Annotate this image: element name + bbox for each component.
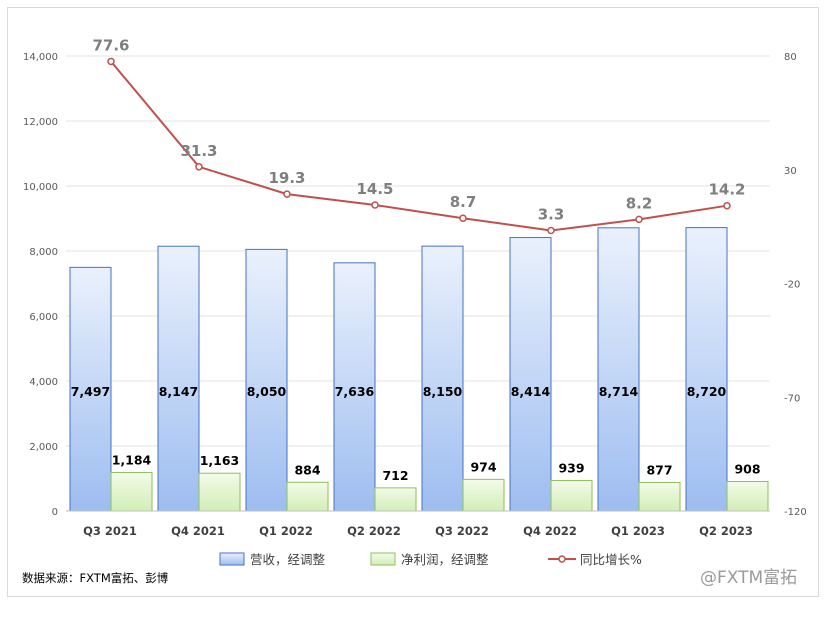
yoy-series-line <box>110 60 728 232</box>
y-left-tick-label: 12,000 <box>23 117 58 128</box>
revenue-data-label: 8,714 <box>599 384 639 399</box>
net-profit-bar <box>550 479 593 512</box>
yoy-point <box>195 163 203 171</box>
revenue-bar <box>245 248 288 512</box>
legend-swatch-revenue <box>219 552 245 566</box>
bars <box>69 227 769 512</box>
yoy-point <box>371 201 379 209</box>
data-source-note: 数据来源：FXTM富拓、彭博 <box>22 571 169 585</box>
net-profit-bar <box>374 487 417 512</box>
yoy-data-label: 19.3 <box>268 169 305 187</box>
y-right-tick-label: 30 <box>784 166 797 177</box>
revenue-bar <box>421 245 464 512</box>
yoy-point <box>723 201 731 210</box>
y-left-tick-label: 4,000 <box>29 377 58 388</box>
revenue-bar <box>685 227 728 512</box>
x-tick-label: Q3 2021 <box>83 524 137 538</box>
data-labels: 7,497 1,184 8,147 1,163 8,050 884 7,636 712 8,15… <box>71 36 761 482</box>
x-tick-label: Q4 2021 <box>171 524 225 538</box>
y-left-tick-label: 10,000 <box>23 182 58 193</box>
y-right-tick-label: -20 <box>784 280 800 291</box>
revenue-data-label: 8,414 <box>511 384 551 399</box>
yoy-line <box>107 57 731 235</box>
axes: 0 2,000 4,000 6,000 8,000 10,000 12,000 14,000 -… <box>23 52 807 538</box>
net-profit-bar <box>462 478 505 512</box>
revenue-bar <box>157 245 200 512</box>
yoy-point <box>283 190 291 198</box>
net-profit-data-label: 712 <box>382 468 408 483</box>
revenue-bar <box>333 262 376 512</box>
revenue-data-label: 7,636 <box>335 384 375 399</box>
yoy-data-label: 8.2 <box>626 194 653 212</box>
yoy-point <box>459 214 467 222</box>
y-left-tick-label: 0 <box>52 507 58 518</box>
net-profit-data-label: 1,184 <box>112 453 152 468</box>
net-profit-bar <box>726 480 769 512</box>
legend-label-net-profit: 净利润，经调整 <box>401 552 489 567</box>
yoy-data-label: 14.2 <box>708 181 745 199</box>
net-profit-data-label: 1,163 <box>200 453 240 468</box>
net-profit-data-label: 877 <box>646 462 672 477</box>
revenue-data-label: 8,150 <box>423 384 463 399</box>
net-profit-data-label: 939 <box>558 460 584 475</box>
net-profit-data-label: 884 <box>294 462 320 477</box>
yoy-point <box>635 215 643 224</box>
x-tick-label: Q3 2022 <box>435 524 489 538</box>
x-tick-label: Q4 2022 <box>523 524 577 538</box>
chart-frame <box>7 7 819 597</box>
y-left-tick-label: 14,000 <box>23 52 58 63</box>
yoy-data-label: 8.7 <box>450 193 477 211</box>
x-tick-label: Q2 2022 <box>347 524 401 538</box>
legend-label-yoy: 同比增长% <box>580 552 642 567</box>
net-profit-data-label: 908 <box>734 461 760 476</box>
revenue-data-label: 8,050 <box>247 384 287 399</box>
legend-marker-yoy <box>558 555 566 563</box>
y-right-tick-label: -70 <box>784 393 800 404</box>
legend-swatch-net-profit <box>370 552 396 566</box>
net-profit-bar <box>110 472 153 512</box>
y-left-tick-label: 8,000 <box>29 247 58 258</box>
yoy-data-label: 3.3 <box>538 205 565 223</box>
net-profit-bar <box>286 481 329 512</box>
legend: 营收，经调整 净利润，经调整 同比增长% <box>219 552 642 567</box>
net-profit-bar <box>638 481 681 512</box>
y-right-tick-label: 80 <box>784 52 797 63</box>
revenue-bar <box>509 237 552 512</box>
y-left-tick-label: 2,000 <box>29 442 58 453</box>
net-profit-bar <box>198 472 241 512</box>
revenue-bar <box>597 227 640 512</box>
revenue-data-label: 8,147 <box>159 384 199 399</box>
yoy-point <box>107 57 115 66</box>
watermark: @FXTM富拓 <box>700 568 797 588</box>
yoy-data-label: 77.6 <box>92 36 129 54</box>
x-tick-label: Q1 2022 <box>259 524 313 538</box>
yoy-point <box>547 226 555 235</box>
legend-label-revenue: 营收，经调整 <box>250 552 326 567</box>
yoy-data-label: 14.5 <box>356 180 393 198</box>
x-tick-label: Q2 2023 <box>699 524 753 538</box>
net-profit-data-label: 974 <box>470 459 496 474</box>
revenue-data-label: 8,720 <box>687 384 727 399</box>
revenue-data-label: 7,497 <box>71 384 111 399</box>
y-left-tick-label: 6,000 <box>29 312 58 323</box>
x-tick-label: Q1 2023 <box>611 524 665 538</box>
y-right-tick-label: -120 <box>784 507 807 518</box>
yoy-data-label: 31.3 <box>180 142 217 160</box>
